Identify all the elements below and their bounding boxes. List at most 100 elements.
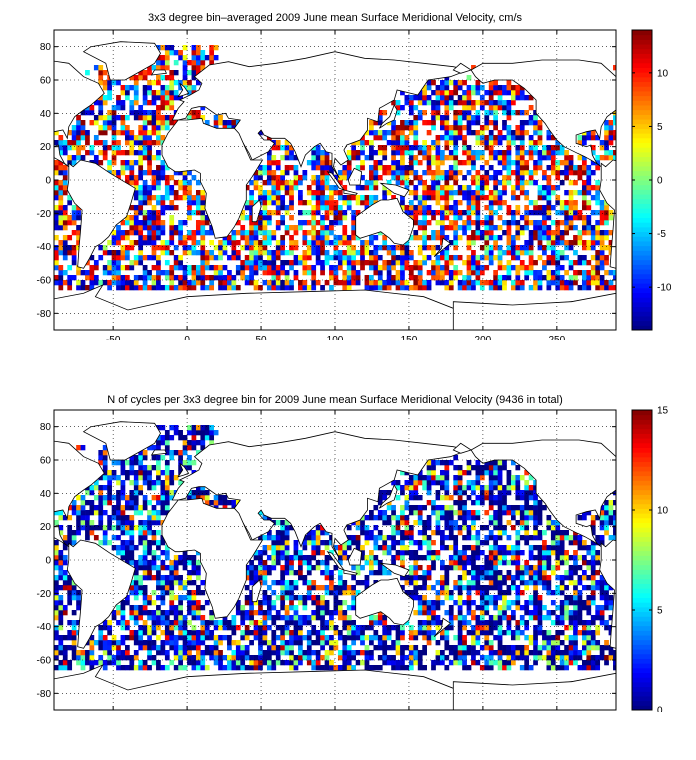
- heatmap-bin: [537, 135, 543, 141]
- heatmap-bin: [475, 630, 481, 636]
- heatmap-bin: [142, 150, 148, 156]
- heatmap-bin: [111, 660, 117, 666]
- heatmap-bin: [581, 205, 587, 211]
- heatmap-bin: [124, 555, 130, 561]
- heatmap-bin: [178, 595, 183, 601]
- heatmap-bin: [595, 665, 601, 671]
- heatmap-bin: [262, 260, 268, 266]
- heatmap-bin: [382, 165, 388, 171]
- heatmap-bin: [568, 540, 574, 546]
- heatmap-bin: [209, 255, 215, 261]
- heatmap-bin: [604, 245, 609, 251]
- heatmap-bin: [249, 630, 254, 636]
- heatmap-bin: [231, 245, 237, 251]
- heatmap-bin: [488, 155, 494, 161]
- heatmap-bin: [138, 200, 144, 206]
- heatmap-bin: [151, 245, 157, 251]
- heatmap-bin: [169, 115, 175, 121]
- heatmap-bin: [386, 260, 392, 266]
- heatmap-bin: [124, 665, 130, 671]
- heatmap-bin: [568, 215, 574, 221]
- heatmap-bin: [475, 175, 481, 181]
- heatmap-bin: [395, 145, 401, 151]
- heatmap-bin: [142, 195, 148, 201]
- heatmap-bin: [440, 220, 445, 226]
- heatmap-bin: [102, 535, 108, 541]
- heatmap-bin: [195, 50, 201, 56]
- heatmap-bin: [311, 600, 317, 606]
- heatmap-bin: [400, 180, 405, 186]
- heatmap-bin: [364, 665, 370, 671]
- heatmap-bin: [173, 580, 179, 586]
- heatmap-bin: [142, 265, 148, 271]
- heatmap-bin: [550, 150, 556, 156]
- heatmap-bin: [116, 280, 121, 286]
- heatmap-bin: [497, 255, 503, 261]
- heatmap-bin: [262, 180, 268, 186]
- heatmap-bin: [124, 85, 130, 91]
- heatmap-bin: [62, 215, 68, 221]
- heatmap-bin: [275, 225, 281, 231]
- heatmap-bin: [417, 200, 423, 206]
- heatmap-bin: [488, 580, 494, 586]
- heatmap-bin: [524, 215, 530, 221]
- heatmap-bin: [417, 235, 423, 241]
- heatmap-bin: [488, 225, 494, 231]
- heatmap-bin: [519, 190, 525, 196]
- heatmap-bin: [444, 115, 450, 121]
- heatmap-bin: [435, 220, 441, 226]
- heatmap-bin: [568, 210, 574, 216]
- heatmap-bin: [431, 210, 436, 216]
- heatmap-bin: [360, 240, 365, 246]
- heatmap-bin: [528, 180, 534, 186]
- heatmap-bin: [471, 105, 476, 111]
- heatmap-bin: [581, 240, 587, 246]
- heatmap-bin: [533, 615, 538, 621]
- velocity-map-chart: -50050100150200250-80-60-40-20020406080-…: [37, 29, 672, 340]
- heatmap-bin: [320, 205, 325, 211]
- heatmap-bin: [142, 620, 148, 626]
- heatmap-bin: [466, 270, 472, 276]
- heatmap-bin: [156, 610, 161, 616]
- heatmap-bin: [129, 555, 135, 561]
- heatmap-bin: [431, 180, 436, 186]
- heatmap-bin: [275, 220, 281, 226]
- heatmap-bin: [258, 610, 263, 616]
- heatmap-bin: [142, 95, 148, 101]
- heatmap-bin: [528, 260, 534, 266]
- heatmap-bin: [364, 635, 370, 641]
- heatmap-bin: [315, 565, 321, 571]
- heatmap-bin: [475, 605, 481, 611]
- heatmap-bin: [510, 140, 516, 146]
- heatmap-bin: [58, 660, 64, 666]
- heatmap-bin: [311, 225, 317, 231]
- coastline: [599, 159, 616, 269]
- heatmap-bin: [488, 595, 494, 601]
- heatmap-bin: [58, 205, 64, 211]
- heatmap-bin: [493, 625, 498, 631]
- heatmap-bin: [604, 255, 609, 261]
- heatmap-bin: [173, 650, 179, 656]
- heatmap-bin: [413, 120, 419, 126]
- heatmap-bin: [417, 605, 423, 611]
- heatmap-bin: [160, 665, 166, 671]
- heatmap-bin: [262, 560, 268, 566]
- heatmap-bin: [550, 270, 556, 276]
- heatmap-bin: [369, 145, 374, 151]
- heatmap-bin: [249, 615, 254, 621]
- heatmap-bin: [493, 285, 498, 291]
- heatmap-bin: [444, 235, 450, 241]
- heatmap-bin: [191, 660, 197, 666]
- heatmap-bin: [275, 610, 281, 616]
- heatmap-bin: [182, 45, 188, 51]
- heatmap-bin: [191, 85, 197, 91]
- heatmap-bin: [595, 555, 601, 561]
- heatmap-bin: [182, 270, 188, 276]
- heatmap-bin: [484, 110, 490, 116]
- heatmap-bin: [76, 125, 81, 131]
- heatmap-bin: [466, 155, 472, 161]
- heatmap-bin: [311, 275, 317, 281]
- heatmap-bin: [581, 575, 587, 581]
- heatmap-bin: [191, 580, 197, 586]
- heatmap-bin: [302, 560, 308, 566]
